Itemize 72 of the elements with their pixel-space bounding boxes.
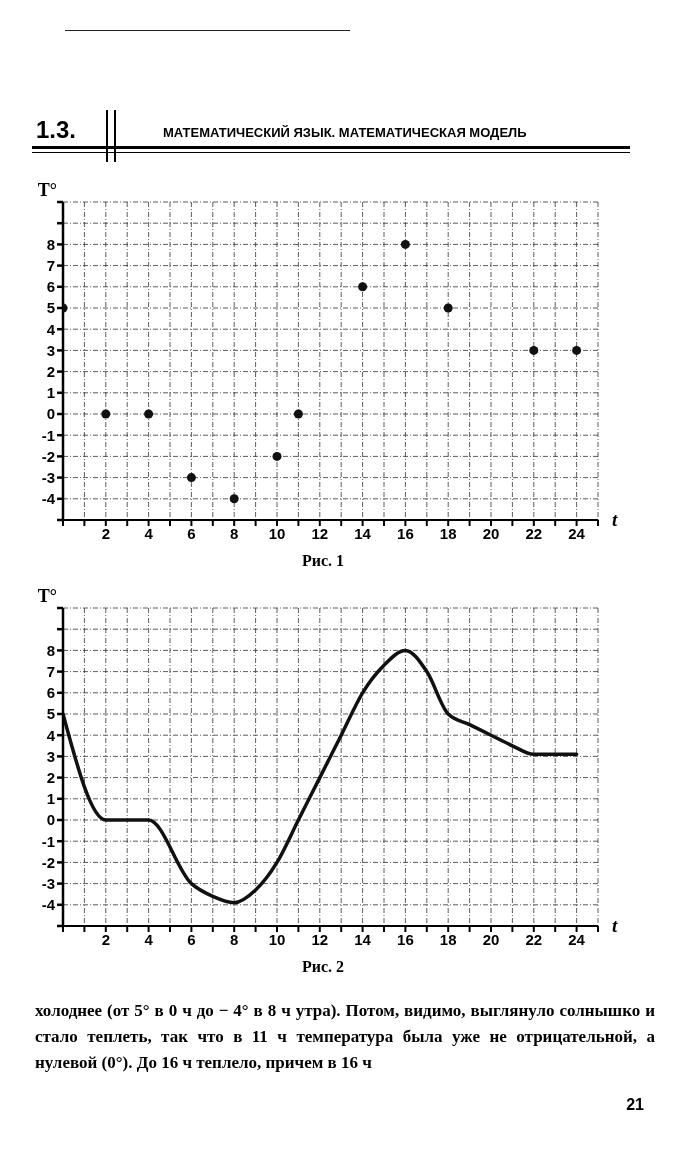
text: холоднее (от 5° в 0 ч до − 4° в 8 ч утра). Потом, видимо, выглянуло солнышко и стало теплеть, так что в 11 ч температура была уже не отрицательной, а нулевой (0°). До 16 ч теплело, причем в 16 ч [35, 1000, 655, 1074]
y-tick-label: 4 [46, 726, 56, 744]
x-tick-label: 20 [482, 524, 500, 542]
y-tick-label: 5 [46, 299, 55, 317]
x-tick-label: 6 [187, 524, 196, 542]
x-tick-label: 22 [525, 930, 543, 948]
y-tick-label: 7 [46, 662, 55, 680]
point [529, 345, 539, 355]
x-axis-title: t [612, 915, 618, 936]
text: Рис. 2 [300, 958, 346, 976]
y-tick-label: -2 [41, 853, 55, 871]
y-tick-label: -3 [41, 468, 55, 486]
x-tick-label: 14 [354, 930, 372, 948]
point [443, 303, 453, 313]
x-tick-label: 2 [101, 930, 110, 948]
x-tick-label: 22 [525, 524, 543, 542]
x-tick-label: 12 [311, 524, 329, 542]
x-tick-label: 8 [230, 930, 239, 948]
x-tick-label: 10 [268, 930, 286, 948]
y-tick-label: 1 [46, 384, 55, 402]
x-tick-label: 14 [354, 524, 372, 542]
y-tick-label: 4 [46, 320, 56, 338]
y-tick-label: 1 [46, 790, 55, 808]
point [293, 409, 303, 419]
x-tick-label: 12 [311, 930, 329, 948]
x-tick-label: 16 [397, 930, 414, 948]
text: МАТЕМАТИЧЕСКИЙ ЯЗЫК. МАТЕМАТИЧЕСКАЯ МОДЕЛЬ [163, 125, 527, 140]
y-tick-label: 2 [46, 768, 55, 786]
point [400, 239, 410, 249]
x-tick-label: 2 [101, 524, 110, 542]
y-tick-label: 2 [46, 362, 55, 380]
point [272, 451, 282, 461]
y-tick-label: -4 [41, 896, 56, 914]
x-tick-label: 24 [568, 930, 586, 948]
point [101, 409, 111, 419]
y-axis-title: T° [37, 586, 57, 606]
y-axis-title: T° [37, 180, 57, 200]
x-tick-label: 18 [439, 930, 457, 948]
point [229, 494, 239, 504]
text: 21 [625, 1096, 644, 1114]
point [144, 409, 154, 419]
y-tick-label: 0 [46, 811, 55, 829]
text: 1.3. [36, 116, 77, 144]
point [358, 282, 368, 292]
x-tick-label: 18 [439, 524, 457, 542]
point [186, 473, 196, 483]
x-tick-label: 10 [268, 524, 286, 542]
y-tick-label: -1 [41, 426, 55, 444]
x-tick-label: 20 [482, 930, 500, 948]
y-tick-label: 8 [46, 235, 55, 253]
x-tick-label: 8 [230, 524, 239, 542]
line-series [63, 648, 579, 905]
y-tick-label: 6 [46, 684, 55, 702]
text: Рис. 1 [300, 552, 346, 570]
y-tick-label: -1 [41, 832, 55, 850]
y-tick-label: 7 [46, 256, 55, 274]
y-tick-label: 6 [46, 278, 55, 296]
y-tick-label: -3 [41, 874, 55, 892]
x-tick-label: 4 [144, 930, 154, 948]
y-tick-label: 3 [46, 747, 55, 765]
x-tick-label: 24 [568, 524, 586, 542]
x-tick-label: 4 [144, 524, 154, 542]
x-axis-title: t [612, 509, 618, 530]
y-tick-label: 0 [46, 405, 55, 423]
y-tick-label: -4 [41, 490, 56, 508]
y-tick-label: -2 [41, 447, 55, 465]
y-tick-label: 3 [46, 341, 55, 359]
y-tick-label: 5 [46, 705, 55, 723]
point [572, 345, 582, 355]
y-tick-label: 8 [46, 641, 55, 659]
x-tick-label: 16 [397, 524, 414, 542]
x-tick-label: 6 [187, 930, 196, 948]
